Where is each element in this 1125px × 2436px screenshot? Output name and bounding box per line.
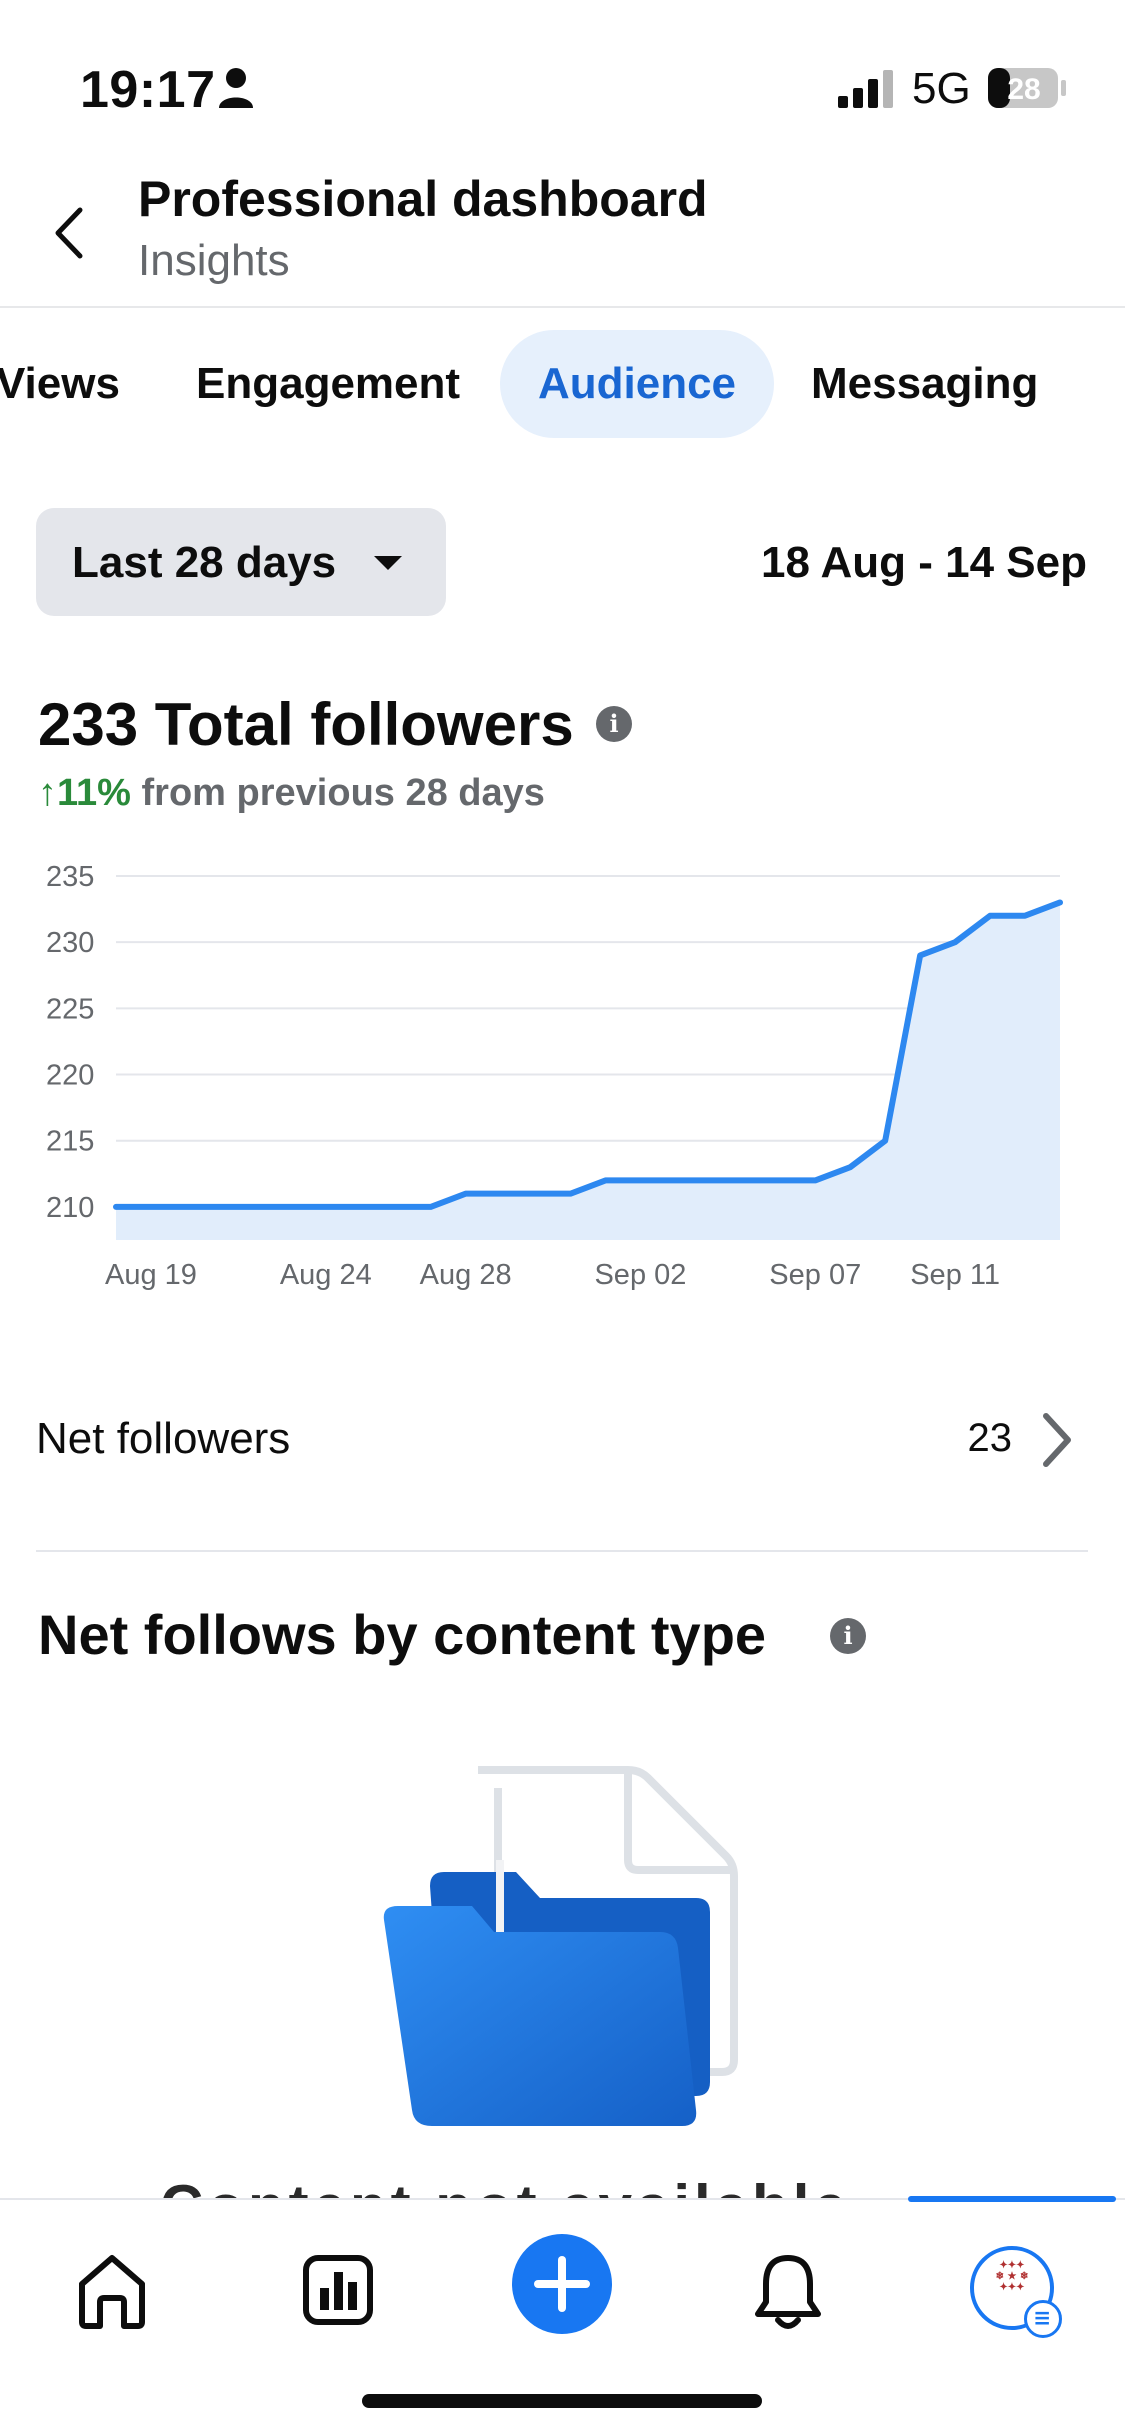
tab-views[interactable]: Views [0,359,120,408]
tab-engagement[interactable]: Engagement [196,359,461,408]
page-title: Professional dashboard [138,171,708,227]
battery-icon: 28 [988,68,1066,108]
chevron-right-icon [1043,1413,1071,1467]
home-icon[interactable] [62,2240,162,2340]
avatar: ✦✦✦ ❄ ★ ❄ ✦✦✦ [970,2246,1054,2330]
signal-icon [838,70,893,108]
status-time: 19:17 [80,61,216,119]
followers-chart: 210 215 220 225 230 235 Aug 19 Aug 24 Aug 28 Sep … [46,861,1063,1291]
x-tick-label: Sep 02 [594,1259,686,1291]
folder-illustration-icon [383,1766,738,2126]
y-tick-label: 215 [46,1126,94,1158]
profile-menu[interactable]: ✦✦✦ ❄ ★ ❄ ✦✦✦ [962,2240,1062,2340]
date-filter-dropdown[interactable]: Last 28 days [36,508,446,616]
status-bar: 19:17 5G 28 [0,0,1125,150]
y-tick-label: 220 [46,1060,94,1092]
page-header: Professional dashboard Insights [0,150,1125,308]
followers-change: ↑11% from previous 28 days [38,772,545,815]
caret-down-icon [374,556,402,570]
x-tick-label: Sep 07 [769,1259,861,1291]
y-tick-label: 235 [46,861,94,893]
x-tick-label: Aug 24 [280,1259,372,1291]
back-button[interactable] [44,198,94,268]
net-followers-value: 23 [967,1416,1013,1460]
change-description: from previous 28 days [130,772,545,814]
insights-icon[interactable] [288,2240,388,2340]
y-tick-label: 230 [46,927,94,959]
empty-state-heading-partial: Content not available [160,2178,960,2200]
change-percentage: ↑11% [38,772,131,814]
info-icon[interactable]: i [830,1618,866,1654]
avatar-image: ✦✦✦ ❄ ★ ❄ ✦✦✦ [995,2260,1029,2293]
home-indicator [362,2394,762,2408]
content-type-title: Net follows by content type [38,1603,767,1666]
tab-audience[interactable]: Audience [500,330,774,438]
net-followers-row[interactable]: Net followers 23 [36,1380,1088,1500]
nav-active-indicator [908,2196,1116,2202]
y-tick-label: 225 [46,993,94,1025]
info-icon[interactable]: i [596,706,632,742]
battery-level: 28 [1007,73,1040,106]
series-line [113,899,1063,1210]
date-range: 18 Aug - 14 Sep [760,538,1087,587]
notifications-bell-icon[interactable] [738,2240,838,2340]
plus-icon [534,2256,590,2312]
network-label: 5G [912,64,971,113]
section-divider [36,1550,1088,1552]
total-followers: 233 Total followers [38,691,574,758]
tab-bar: Views Engagement Audience Messaging [0,330,1125,438]
net-followers-label: Net followers [36,1414,291,1463]
y-tick-label: 210 [46,1192,94,1224]
create-button[interactable] [512,2234,612,2334]
person-icon [219,68,253,108]
date-filter-label: Last 28 days [72,538,337,587]
x-tick-label: Sep 11 [910,1259,1000,1291]
x-tick-label: Aug 28 [420,1259,512,1291]
page-subtitle: Insights [138,236,290,285]
menu-badge-icon [1024,2300,1062,2338]
tab-messaging[interactable]: Messaging [811,359,1039,408]
x-tick-label: Aug 19 [105,1259,197,1291]
